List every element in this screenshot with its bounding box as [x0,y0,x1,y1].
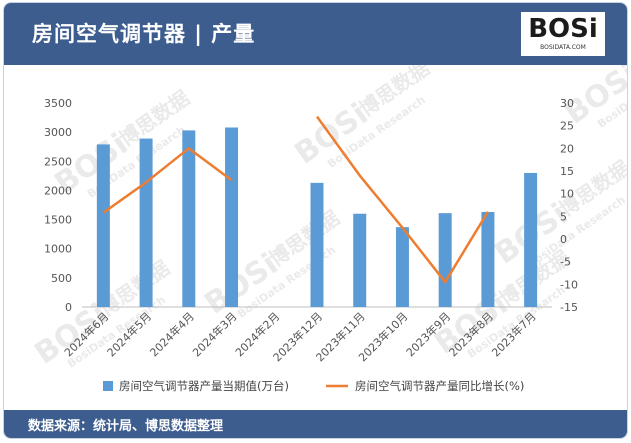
data-source: 数据来源：统计局、博思数据整理 [28,419,224,434]
left-tick-label: 1000 [44,243,72,256]
bar [524,172,538,307]
left-tick-label: 1500 [44,214,72,227]
bar [353,213,367,307]
bar [310,182,324,307]
bar [438,213,452,307]
left-tick-label: 3000 [44,126,72,139]
growth-line [315,115,489,284]
bar [225,127,239,307]
right-tick-label: 15 [560,165,574,178]
line-series [102,115,489,284]
right-tick-label: -5 [560,256,571,269]
left-tick-label: 2500 [44,155,72,168]
right-tick-label: 10 [560,188,574,201]
logo-subtext: BOSIDATA.COM [540,44,586,51]
right-tick-label: 25 [560,120,574,133]
footer-bar: 数据来源：统计局、博思数据整理 [4,410,627,438]
left-tick-label: 3500 [44,97,72,110]
growth-line [102,147,233,214]
left-tick-label: 2000 [44,184,72,197]
bar [395,227,409,307]
bar [481,211,495,307]
right-tick-label: -10 [560,278,578,291]
left-tick-label: 0 [65,301,72,314]
report-card: 房间空气调节器 | 产量 BOSi BOSIDATA.COM BOSi 博思数据 B… [3,2,628,439]
left-tick-label: 500 [51,272,72,285]
header-bar: 房间空气调节器 | 产量 BOSi BOSIDATA.COM [4,3,627,65]
bar [96,144,110,307]
legend-bar-swatch [103,381,113,391]
right-tick-label: 30 [560,97,574,110]
bar [139,138,153,307]
bar-series [96,127,538,307]
page-title: 房间空气调节器 | 产量 [32,22,256,46]
right-tick-label: -15 [560,301,578,314]
legend-line-label: 房间空气调节器产量同比增长(%) [355,379,524,393]
right-tick-label: 5 [560,210,567,223]
bosi-logo: BOSi BOSIDATA.COM [521,12,605,56]
legend-bar-label: 房间空气调节器产量当期值(万台) [119,379,289,393]
x-tick-label: 2024年4月 [147,309,197,359]
bar [182,130,196,307]
right-tick-label: 0 [560,233,567,246]
left-axis: 0 500 1000 1500 2000 2500 3000 3500 [44,97,552,314]
right-tick-label: 20 [560,142,574,155]
legend: 房间空气调节器产量当期值(万台) 房间空气调节器产量同比增长(%) [103,379,524,393]
right-axis: -15 -10 -5 0 5 10 15 20 25 30 [560,97,578,314]
logo-text: BOSi [528,14,598,44]
